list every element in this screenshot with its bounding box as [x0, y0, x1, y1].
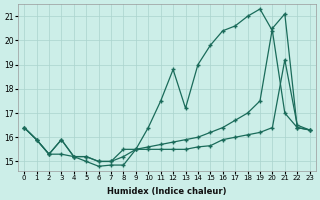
X-axis label: Humidex (Indice chaleur): Humidex (Indice chaleur) — [107, 187, 227, 196]
